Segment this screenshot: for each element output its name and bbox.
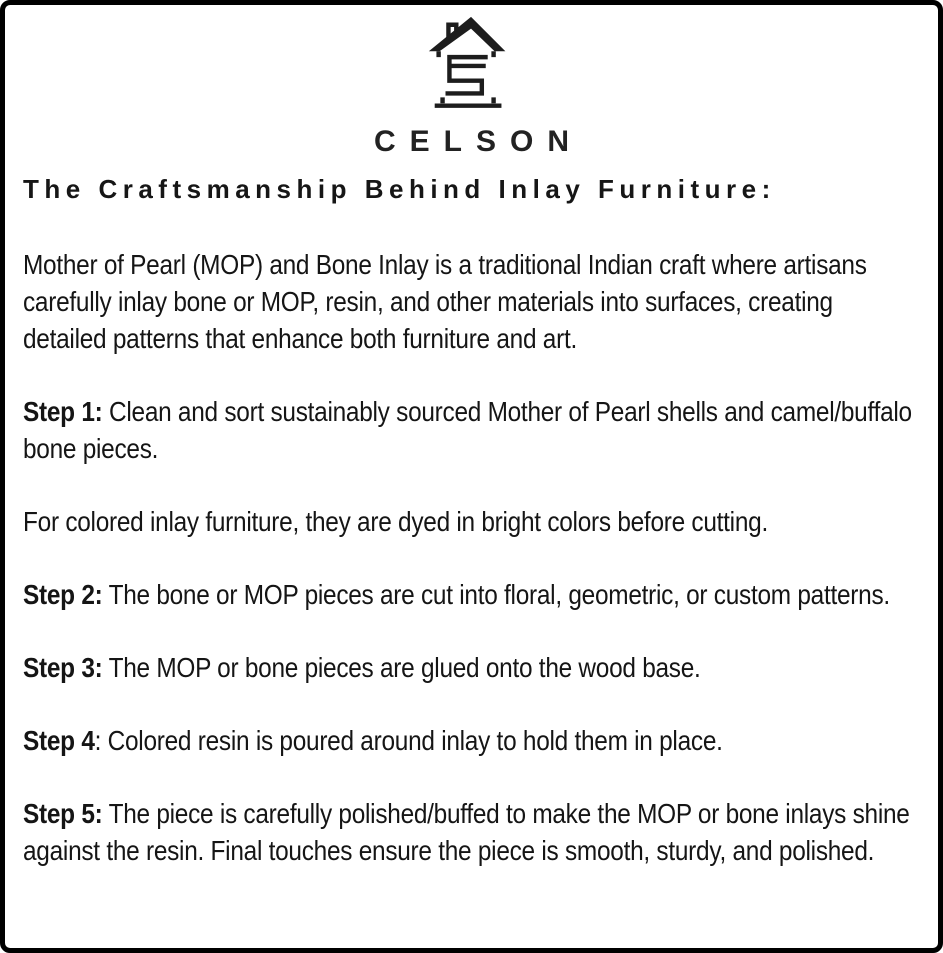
- step-2-paragraph: Step 2: The bone or MOP pieces are cut i…: [23, 576, 920, 613]
- step-1-paragraph: Step 1: Clean and sort sustainably sourc…: [23, 393, 920, 467]
- eave-ticks: [435, 51, 496, 58]
- step-3-label: Step 3:: [23, 652, 103, 683]
- brand-name: CELSON: [373, 125, 583, 158]
- roof-shape: [428, 16, 505, 52]
- step-5-label: Step 5:: [23, 798, 103, 829]
- s-monogram-stroke: [445, 54, 488, 96]
- step-5-text: The piece is carefully polished/buffed t…: [23, 798, 910, 866]
- step-1-label: Step 1:: [23, 396, 103, 427]
- house-logo-svg: [428, 16, 505, 108]
- chimney-shape: [445, 22, 459, 41]
- intro-paragraph: Mother of Pearl (MOP) and Bone Inlay is …: [23, 246, 920, 357]
- paragraph-text: Mother of Pearl (MOP) and Bone Inlay is …: [23, 249, 867, 354]
- colored-inlay-note-paragraph: For colored inlay furniture, they are dy…: [23, 503, 920, 540]
- brand-header: CELSON: [23, 9, 920, 158]
- step-2-label: Step 2:: [23, 579, 103, 610]
- step-1-text: Clean and sort sustainably sourced Mothe…: [23, 396, 912, 464]
- step-4-label: Step 4: [23, 725, 95, 756]
- step-3-text: The MOP or bone pieces are glued onto th…: [102, 652, 701, 683]
- paragraph-text: For colored inlay furniture, they are dy…: [23, 506, 768, 537]
- step-5-paragraph: Step 5: The piece is carefully polished/…: [23, 795, 920, 869]
- body-copy: Mother of Pearl (MOP) and Bone Inlay is …: [23, 246, 920, 869]
- base-legs: [439, 97, 496, 104]
- step-4-text: : Colored resin is poured around inlay t…: [94, 725, 723, 756]
- step-3-paragraph: Step 3: The MOP or bone pieces are glued…: [23, 649, 920, 686]
- house-s-monogram-icon: [422, 11, 522, 117]
- step-4-paragraph: Step 4: Colored resin is poured around i…: [23, 722, 920, 759]
- page-title: The Craftsmanship Behind Inlay Furniture…: [23, 174, 776, 204]
- step-2-text: The bone or MOP pieces are cut into flor…: [102, 579, 891, 610]
